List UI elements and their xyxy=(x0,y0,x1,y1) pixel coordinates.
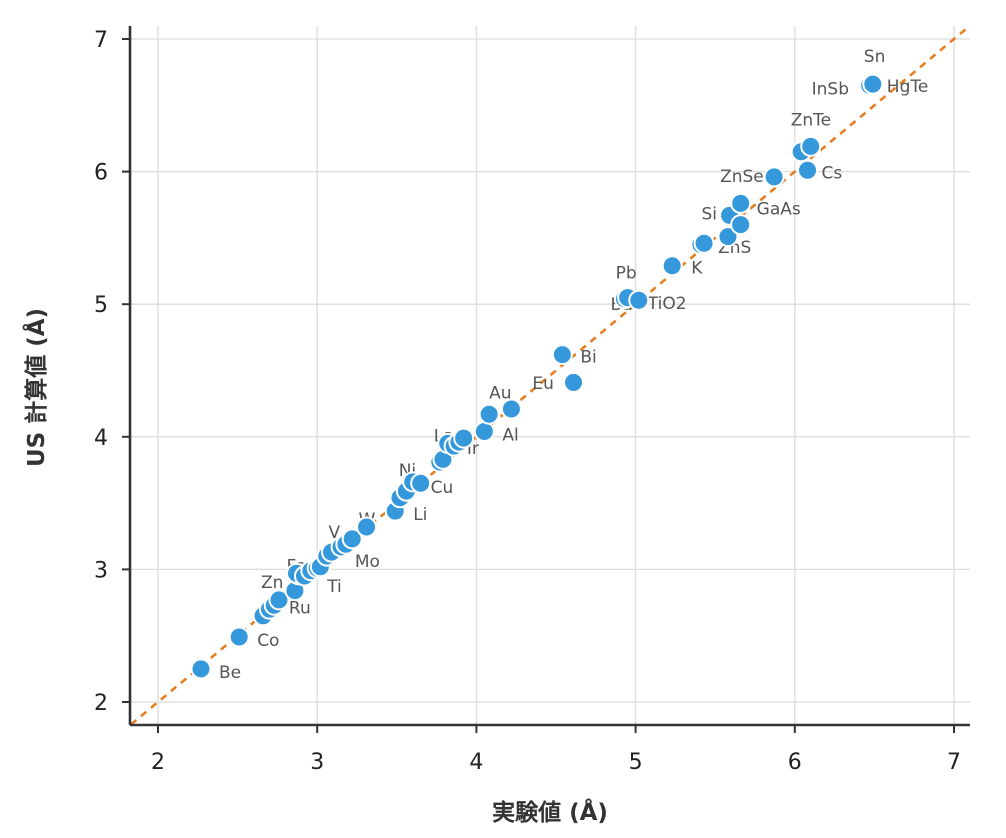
point-label: Mo xyxy=(355,552,380,572)
data-point xyxy=(551,344,573,366)
data-point xyxy=(763,166,785,188)
grid-lines xyxy=(130,26,970,725)
point-label: K xyxy=(691,259,703,279)
data-point xyxy=(693,232,715,254)
data-point xyxy=(190,658,212,680)
data-point xyxy=(478,403,500,425)
point-label: Bi xyxy=(580,348,596,368)
data-point xyxy=(228,626,250,648)
data-point xyxy=(473,420,495,442)
data-point xyxy=(453,427,475,449)
data-point xyxy=(341,528,363,550)
y-tick-label: 2 xyxy=(94,691,108,716)
data-points xyxy=(190,73,884,680)
data-point xyxy=(797,159,819,181)
x-tick-label: 5 xyxy=(629,750,643,775)
point-label: Ru xyxy=(289,599,311,619)
point-label: Al xyxy=(502,425,518,445)
point-label: Cu xyxy=(431,478,454,498)
y-tick-label: 6 xyxy=(94,161,108,186)
data-point xyxy=(661,255,683,277)
x-tick-label: 7 xyxy=(947,750,961,775)
point-label: Pb xyxy=(616,264,637,284)
data-point xyxy=(356,516,378,538)
point-label: HgTe xyxy=(887,77,929,97)
point-label: Be xyxy=(219,663,241,683)
data-point xyxy=(800,135,822,157)
point-label: GaAs xyxy=(757,199,801,219)
point-label: ZnTe xyxy=(791,110,831,130)
y-axis-title: US 計算値 (Å) xyxy=(22,308,50,467)
x-tick-label: 4 xyxy=(469,750,483,775)
y-tick-label: 5 xyxy=(94,293,108,318)
y-tick-label: 7 xyxy=(94,28,108,53)
data-point xyxy=(268,589,290,611)
point-label: TiO2 xyxy=(647,294,687,314)
data-point xyxy=(500,398,522,420)
x-tick-label: 6 xyxy=(788,750,802,775)
point-label: ZnSe xyxy=(720,167,764,187)
point-labels: BeCoZnRuFeTiVMoWLiNiCuLaIrAlAuEuBiBaPbTi… xyxy=(219,47,928,683)
y-tick-label: 4 xyxy=(94,426,108,451)
point-label: Au xyxy=(489,383,511,403)
y-tick-label: 3 xyxy=(94,558,108,583)
point-label: InSb xyxy=(812,79,849,99)
point-label: Sn xyxy=(864,47,886,67)
data-point xyxy=(730,214,752,236)
point-label: Ti xyxy=(326,577,342,597)
data-point xyxy=(410,472,432,494)
point-label: Co xyxy=(257,631,279,651)
point-label: Eu xyxy=(532,374,554,394)
point-label: Li xyxy=(413,505,427,525)
x-axis-title: 実験値 (Å) xyxy=(492,798,608,826)
x-tick-label: 2 xyxy=(151,750,165,775)
point-label: Cs xyxy=(822,163,843,183)
data-point xyxy=(730,192,752,214)
point-label: Si xyxy=(702,204,718,224)
point-label: Zn xyxy=(261,573,283,593)
data-point xyxy=(628,289,650,311)
data-point xyxy=(862,73,884,95)
axes xyxy=(122,26,970,733)
data-point xyxy=(563,371,585,393)
tick-labels: 2 3 4 5 6 7 2 3 4 5 6 7 xyxy=(94,28,961,775)
x-tick-label: 3 xyxy=(310,750,324,775)
data-point xyxy=(717,226,739,248)
